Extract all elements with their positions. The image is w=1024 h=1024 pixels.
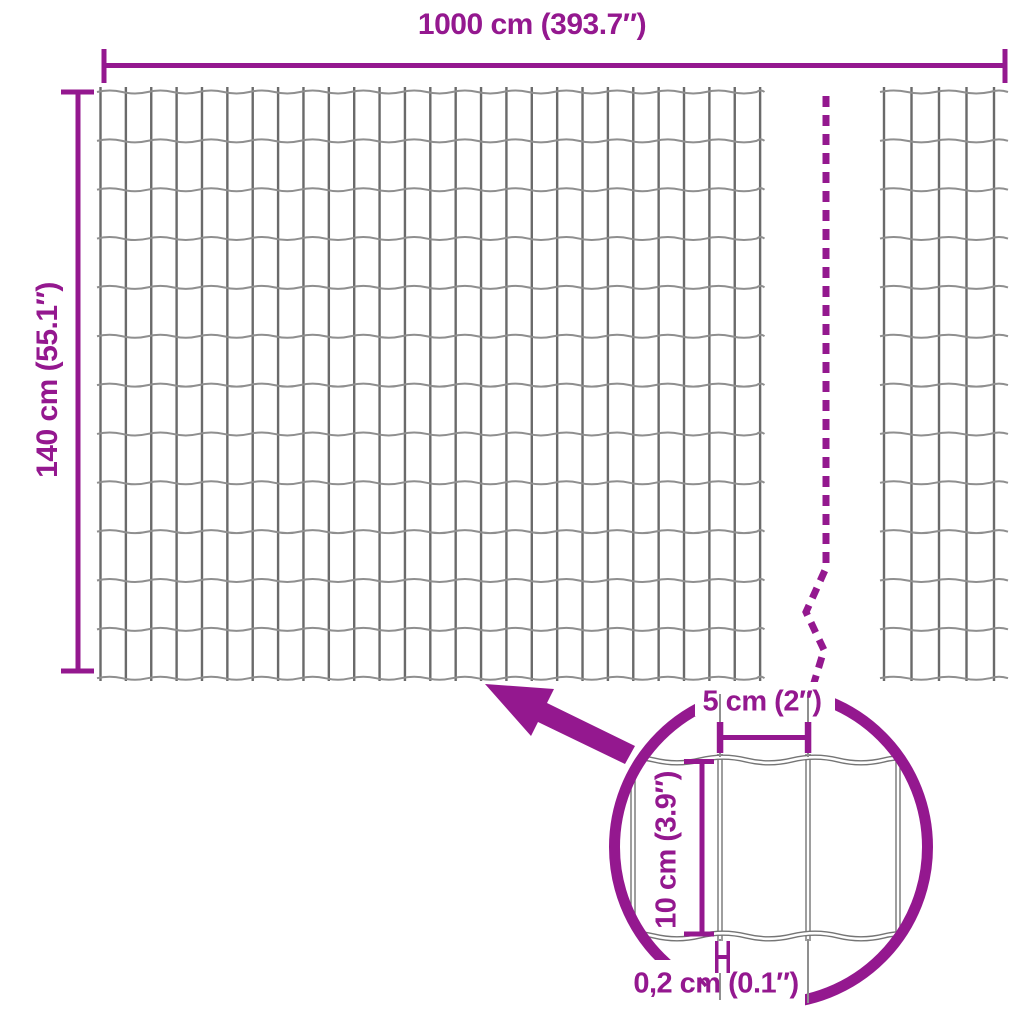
wire-thickness-label: 0,2 cm (0.1″) — [633, 967, 799, 1000]
width-dimension-line — [101, 49, 1008, 83]
magnifier-arrow-icon — [485, 684, 635, 764]
mesh-cell-width-label: 5 cm (2″) — [702, 685, 823, 718]
fence-main-section — [96, 87, 766, 681]
fence-height-label: 140 cm (55.1″) — [31, 282, 64, 478]
fence-width-label: 1000 cm (393.7″) — [417, 8, 647, 41]
detail-dimension-lines — [684, 722, 812, 988]
mesh-cell-height-label: 10 cm (3.9″) — [650, 771, 683, 929]
height-dimension-line — [61, 89, 94, 674]
break-dashed-line — [802, 96, 830, 688]
fence-right-section — [879, 87, 1009, 681]
